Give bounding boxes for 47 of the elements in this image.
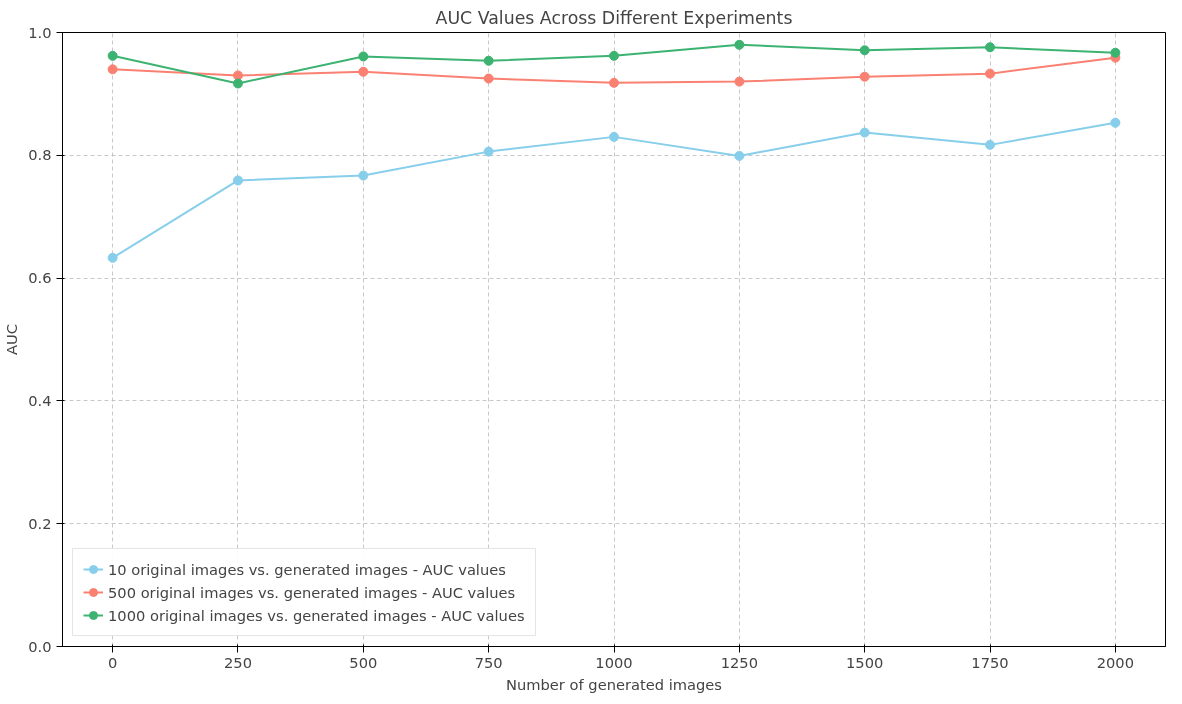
- point: [1110, 117, 1121, 128]
- y-tick-label: 0.6: [28, 269, 52, 287]
- point: [107, 50, 118, 61]
- y-tick-label: 1.0: [28, 23, 52, 41]
- point: [107, 252, 118, 263]
- point: [358, 51, 369, 62]
- point: [358, 170, 369, 181]
- point: [985, 139, 996, 150]
- x-tick-label: 500: [349, 653, 378, 671]
- point: [609, 50, 619, 61]
- x-axis-title: Number of generated images: [506, 675, 722, 693]
- x-tick-label: 0: [107, 653, 118, 671]
- point: [483, 146, 494, 157]
- x-tick-label: 1250: [720, 653, 758, 671]
- point: [107, 64, 118, 75]
- chart-title: AUC Values Across Different Experiments: [435, 7, 793, 28]
- point: [609, 131, 619, 142]
- y-tick-label: 0.8: [28, 146, 52, 164]
- point: [232, 70, 243, 81]
- point: [859, 71, 870, 82]
- point: [609, 77, 619, 88]
- point: [232, 175, 243, 186]
- y-tick-label: 0.2: [28, 514, 52, 532]
- legend-label: 1000 original images vs. generated images - AUC values: [108, 606, 525, 624]
- y-tick-label: 0.0: [28, 637, 52, 655]
- point: [232, 78, 243, 89]
- point: [734, 76, 745, 87]
- y-axis-title: AUC: [3, 323, 21, 355]
- point: [734, 39, 745, 50]
- point: [985, 68, 996, 79]
- point: [1110, 47, 1121, 58]
- point: [859, 127, 870, 138]
- x-tick-label: 250: [223, 653, 252, 671]
- legend-label: 500 original images vs. generated images - AUC values: [108, 583, 516, 601]
- y-tick-label: 0.4: [28, 391, 52, 409]
- x-tick-label: 1500: [846, 653, 884, 671]
- point: [358, 66, 369, 77]
- legend-label: 10 original images vs. generated images - AUC values: [108, 560, 506, 578]
- point: [859, 45, 870, 56]
- x-tick-label: 2000: [1096, 653, 1135, 671]
- point: [985, 42, 996, 53]
- x-tick-label: 1000: [595, 653, 633, 671]
- point: [483, 73, 494, 84]
- x-tick-label: 1750: [971, 653, 1009, 671]
- x-tick-label: 750: [474, 653, 503, 671]
- point: [483, 55, 494, 66]
- point: [734, 150, 745, 161]
